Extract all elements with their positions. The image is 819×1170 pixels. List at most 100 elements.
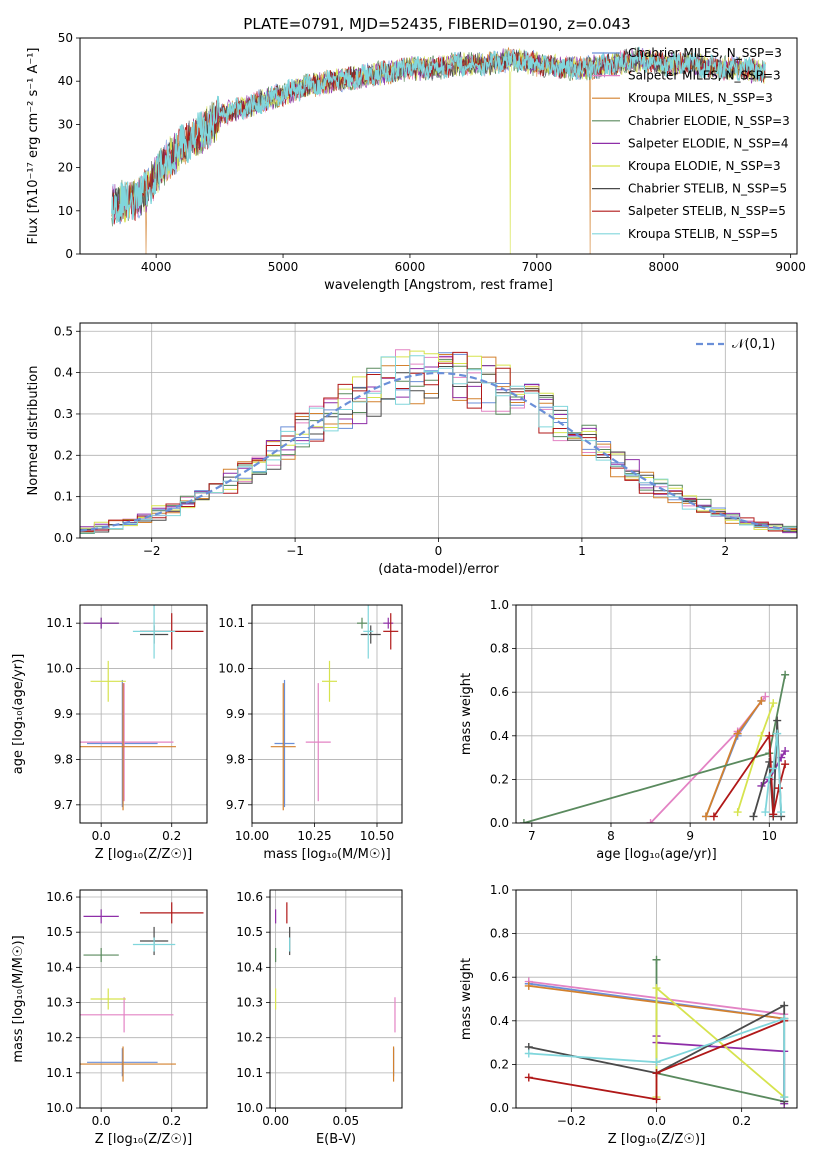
plot-frame <box>79 604 208 824</box>
plot-background <box>516 605 797 823</box>
x-tick-label: 0.0 <box>92 1114 111 1128</box>
y-tick-label: 10.4 <box>46 960 73 974</box>
weight-marker-chabrier-stelib <box>749 812 758 821</box>
x-tick-label: 7000 <box>522 260 553 274</box>
plot-frame <box>251 604 403 824</box>
x-axis-label: mass [log₁₀(M/M☉)] <box>263 847 390 862</box>
x-tick-label: 0 <box>435 544 443 558</box>
x-tick-label: 0.0 <box>92 829 111 843</box>
y-tick-label: 10.3 <box>236 996 263 1010</box>
spectrum-legend: Chabrier MILES, N_SSP=3 Salpeter MILES, N… <box>592 46 790 241</box>
weight-marker-kroupa-stelib <box>524 1049 533 1058</box>
y-tick-label: 0.2 <box>490 772 509 786</box>
weight-line-salpeter-stelib <box>528 1019 785 1101</box>
x-axis-label: (data-model)/error <box>378 562 499 577</box>
weight-marker-kroupa-stelib <box>780 1014 789 1023</box>
y-tick-label: 0.5 <box>54 324 73 338</box>
errorbar-point-chabrier-miles <box>274 679 295 808</box>
y-tick-label: 1.0 <box>490 598 509 612</box>
x-tick-label: 5000 <box>268 260 299 274</box>
x-tick-label: 2 <box>721 544 729 558</box>
weight-marker-kroupa-elodie <box>757 731 766 740</box>
legend-label-kroupa-miles: Kroupa MILES, N_SSP=3 <box>628 91 773 105</box>
weight-vs-age-panel: 7 8 9 10 0.0 0.2 0.4 0.6 0.8 1.0 age [log₁₀(age/yr… <box>459 598 798 862</box>
errorbar-point-salpeter-stelib <box>139 902 204 924</box>
plot-frame <box>269 889 403 1109</box>
y-tick-label: 10.1 <box>236 1066 263 1080</box>
errorbar-point-kroupa-elodie <box>90 660 126 702</box>
errorbar-point-kroupa-stelib <box>132 937 176 952</box>
errorbar-point-kroupa-miles <box>80 1046 176 1082</box>
spectrum-panel: 4000 5000 6000 7000 8000 9000 0 10 20 30 40 50 wavel… <box>26 31 806 293</box>
x-axis-label: Z [log₁₀(Z/Z☉)] <box>95 1132 192 1147</box>
weight-marker-salpeter-miles <box>646 819 655 823</box>
x-tick-label: 1 <box>578 544 586 558</box>
errorbar-point-kroupa-elodie <box>322 660 337 702</box>
legend-label-normal: 𝒩(0,1) <box>732 337 775 352</box>
y-axis-label: age [log₁₀(age/yr)] <box>11 654 26 775</box>
weight-marker-chabrier-elodie <box>781 670 790 679</box>
x-tick-label: 10.00 <box>235 829 269 843</box>
x-tick-label: 9000 <box>775 260 806 274</box>
errorbar-point-salpeter-elodie <box>383 617 394 629</box>
y-tick-label: 10.2 <box>46 1031 73 1045</box>
x-tick-label: −1 <box>286 544 304 558</box>
y-tick-label: 40 <box>58 74 73 88</box>
weight-marker-kroupa-miles <box>733 729 742 738</box>
errorbar-point-kroupa-stelib <box>132 605 176 659</box>
y-tick-label: 10.6 <box>236 890 263 904</box>
x-tick-label: 0.05 <box>332 1114 359 1128</box>
y-tick-label: 0.1 <box>54 490 73 504</box>
x-tick-label: 0.2 <box>162 1114 181 1128</box>
y-tick-label: 10.3 <box>46 996 73 1010</box>
plot-background <box>270 890 402 1108</box>
weight-marker-kroupa-elodie <box>652 984 661 993</box>
y-tick-label: 0.0 <box>490 1101 509 1115</box>
y-tick-label: 9.7 <box>54 798 73 812</box>
legend-label-kroupa-elodie: Kroupa ELODIE, N_SSP=3 <box>628 159 781 173</box>
x-tick-label: 0.0 <box>647 1114 666 1128</box>
errorbar-point-kroupa-miles <box>80 683 176 811</box>
y-tick-label: 10.0 <box>236 1101 263 1115</box>
y-tick-label: 9.9 <box>54 707 73 721</box>
legend-label-chabrier-stelib: Chabrier STELIB, N_SSP=5 <box>628 182 787 196</box>
y-tick-label: 10 <box>58 204 73 218</box>
weight-marker-salpeter-stelib <box>652 1069 661 1078</box>
y-tick-label: 0.0 <box>54 531 73 545</box>
y-axis-label: mass weight <box>459 958 474 1040</box>
weight-marker-chabrier-stelib <box>765 757 774 766</box>
y-tick-label: 0.2 <box>54 448 73 462</box>
weight-marker-salpeter-stelib <box>769 810 778 819</box>
errorbar-point-chabrier-miles <box>87 1048 158 1077</box>
normal-curve <box>80 372 795 532</box>
plot-frame <box>79 322 798 539</box>
x-axis-label: age [log₁₀(age/yr)] <box>596 847 717 862</box>
y-tick-label: 0.2 <box>490 1057 509 1071</box>
errorbar-point-chabrier-miles <box>87 679 158 808</box>
errorbar-point-salpeter-stelib <box>383 613 399 650</box>
plot-area <box>80 349 797 534</box>
y-tick-label: 10.0 <box>46 662 73 676</box>
legend-label-salpeter-miles: Salpeter MILES, N_SSP=3 <box>628 69 781 83</box>
weight-marker-kroupa-elodie <box>769 699 778 708</box>
figure-title: PLATE=0791, MJD=52435, FIBERID=0190, z=0… <box>243 15 630 33</box>
y-axis-label: Flux [fλ10⁻¹⁷ erg cm⁻² s⁻¹ A⁻¹] <box>26 48 41 245</box>
legend-label-kroupa-stelib: Kroupa STELIB, N_SSP=5 <box>628 227 778 241</box>
x-tick-label: 7 <box>528 829 536 843</box>
y-tick-label: 0.4 <box>490 1014 509 1028</box>
weight-marker-salpeter-stelib <box>774 784 783 793</box>
weight-marker-kroupa-stelib <box>777 808 786 817</box>
y-tick-label: 0.6 <box>490 970 509 984</box>
plot-area <box>524 955 789 1108</box>
y-tick-label: 10.5 <box>46 925 73 939</box>
y-tick-label: 1.0 <box>490 883 509 897</box>
y-tick-label: 9.9 <box>226 707 245 721</box>
weight-marker-salpeter-elodie <box>781 747 790 756</box>
legend-label-salpeter-stelib: Salpeter STELIB, N_SSP=5 <box>628 204 786 218</box>
errorbar-point-kroupa-elodie <box>90 988 126 1010</box>
weight-marker-kroupa-stelib <box>773 729 782 738</box>
legend-label-salpeter-elodie: Salpeter ELODIE, N_SSP=4 <box>628 136 789 150</box>
x-axis-label: Z [log₁₀(Z/Z☉)] <box>608 1132 705 1147</box>
errorbar-point-salpeter-elodie <box>83 909 119 924</box>
spectrum-line-salpeter-stelib <box>111 48 766 225</box>
